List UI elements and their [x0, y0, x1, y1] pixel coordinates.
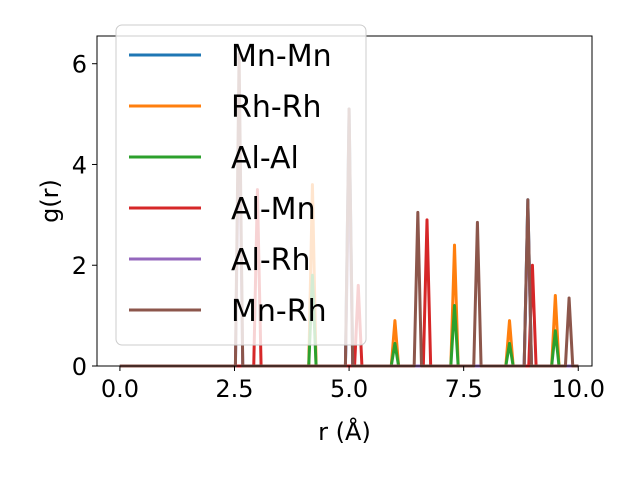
y-tick-label: 0 [72, 353, 87, 381]
legend: Mn-Mn Rh-Rh Al-Al Al-Mn Al-Rh Mn-Rh [115, 24, 367, 346]
legend-label-al-mn: Al-Mn [231, 192, 316, 227]
y-tick-label: 4 [72, 151, 87, 179]
legend-label-rh-rh: Rh-Rh [231, 90, 322, 125]
legend-label-al-al: Al-Al [231, 141, 299, 176]
legend-label-mn-rh: Mn-Rh [231, 294, 327, 329]
x-axis-label: r (Å) [318, 417, 371, 446]
y-axis-ticks: 0 2 4 6 [72, 51, 97, 381]
x-tick-label: 7.5 [445, 375, 483, 403]
y-tick-label: 6 [72, 51, 87, 79]
x-tick-label: 5.0 [330, 375, 368, 403]
legend-label-al-rh: Al-Rh [231, 243, 311, 278]
legend-label-mn-mn: Mn-Mn [231, 39, 332, 74]
x-tick-label: 10.0 [552, 375, 605, 403]
x-axis-ticks: 0.0 2.5 5.0 7.5 10.0 [101, 366, 605, 403]
y-axis-label: g(r) [36, 179, 64, 223]
y-tick-label: 2 [72, 252, 87, 280]
x-tick-label: 2.5 [215, 375, 253, 403]
x-tick-label: 0.0 [101, 375, 139, 403]
